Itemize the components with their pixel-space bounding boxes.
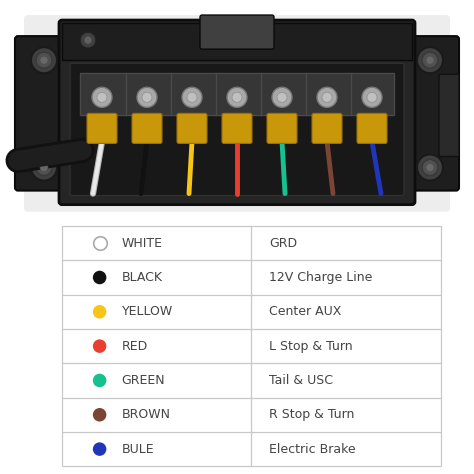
Point: [96, 377, 103, 384]
Text: R Stop & Turn: R Stop & Turn: [269, 408, 355, 421]
FancyBboxPatch shape: [87, 113, 117, 144]
Circle shape: [31, 47, 57, 73]
Circle shape: [97, 92, 107, 102]
FancyBboxPatch shape: [59, 20, 415, 205]
Text: YELLOW: YELLOW: [122, 305, 173, 319]
FancyBboxPatch shape: [80, 73, 394, 115]
FancyBboxPatch shape: [24, 15, 450, 212]
Circle shape: [362, 87, 382, 107]
Circle shape: [137, 87, 157, 107]
Circle shape: [317, 87, 337, 107]
Circle shape: [142, 92, 152, 102]
Text: BLACK: BLACK: [122, 271, 163, 284]
Circle shape: [182, 87, 202, 107]
Point: [96, 239, 103, 247]
Circle shape: [232, 92, 242, 102]
Text: Tail & USC: Tail & USC: [269, 374, 333, 387]
Circle shape: [417, 155, 443, 181]
Point: [96, 273, 103, 281]
FancyBboxPatch shape: [70, 63, 404, 196]
Circle shape: [422, 159, 438, 175]
FancyBboxPatch shape: [15, 36, 73, 191]
Circle shape: [40, 56, 48, 64]
Text: GRD: GRD: [269, 237, 297, 250]
Point: [96, 308, 103, 316]
Circle shape: [277, 92, 287, 102]
Point: [96, 445, 103, 453]
FancyBboxPatch shape: [62, 226, 441, 466]
FancyBboxPatch shape: [222, 113, 252, 144]
Text: BROWN: BROWN: [122, 408, 171, 421]
Circle shape: [272, 87, 292, 107]
Circle shape: [417, 47, 443, 73]
Circle shape: [422, 52, 438, 68]
Text: Electric Brake: Electric Brake: [269, 443, 356, 456]
FancyBboxPatch shape: [132, 113, 162, 144]
Text: Center AUX: Center AUX: [269, 305, 342, 319]
Circle shape: [322, 92, 332, 102]
Text: 12V Charge Line: 12V Charge Line: [269, 271, 373, 284]
FancyBboxPatch shape: [312, 113, 342, 144]
FancyBboxPatch shape: [439, 74, 459, 156]
Circle shape: [426, 56, 434, 64]
Circle shape: [36, 52, 52, 68]
FancyBboxPatch shape: [357, 113, 387, 144]
Text: L Stop & Turn: L Stop & Turn: [269, 340, 353, 353]
Circle shape: [31, 155, 57, 181]
Circle shape: [36, 159, 52, 175]
Circle shape: [92, 87, 112, 107]
Text: WHITE: WHITE: [122, 237, 163, 250]
Circle shape: [40, 164, 48, 172]
Text: BULE: BULE: [122, 443, 154, 456]
Point: [96, 411, 103, 419]
Circle shape: [187, 92, 197, 102]
FancyBboxPatch shape: [200, 15, 274, 49]
Text: GREEN: GREEN: [122, 374, 165, 387]
Circle shape: [426, 164, 434, 172]
Circle shape: [367, 92, 377, 102]
Text: RED: RED: [122, 340, 148, 353]
Circle shape: [227, 87, 247, 107]
Point: [96, 342, 103, 350]
FancyBboxPatch shape: [62, 23, 412, 60]
Circle shape: [84, 36, 92, 44]
FancyBboxPatch shape: [401, 36, 459, 191]
FancyBboxPatch shape: [177, 113, 207, 144]
Circle shape: [80, 32, 96, 48]
FancyBboxPatch shape: [267, 113, 297, 144]
